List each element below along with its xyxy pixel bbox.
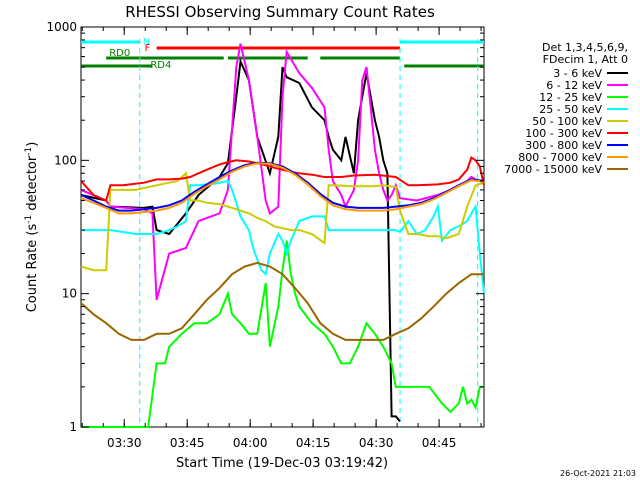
y-axis-title: Count Rate (s-1 detector-1) xyxy=(24,142,40,313)
legend-label-6: 300 - 800 keV xyxy=(525,139,602,152)
legend-label-0: 3 - 6 keV xyxy=(553,67,602,80)
y-tick-label: 1 xyxy=(69,420,77,434)
series-line-4 xyxy=(80,171,485,272)
y-tick-label: 10 xyxy=(62,287,77,301)
x-tick-label: 04:45 xyxy=(422,436,457,450)
legend-label-5: 100 - 300 keV xyxy=(525,127,602,140)
ticks-layer: 1 10 100 1000 03:30 03:45 04:00 04:15 04:30 04:45 xyxy=(46,20,484,450)
x-tick-label: 03:45 xyxy=(170,436,205,450)
series-line-1 xyxy=(80,43,481,301)
series-line-6 xyxy=(80,161,485,212)
plot-area: NF RD0 RD4 1 10 100 1000 03:30 03:45 04:00 04:15 0… xyxy=(46,20,485,450)
flag-label-f: F xyxy=(145,43,151,54)
legend-header-line-2: FDecim 1, Att 0 xyxy=(543,53,628,66)
flag-label-n: N xyxy=(143,37,150,48)
flags-layer: NF RD0 RD4 xyxy=(81,37,484,71)
series-line-7 xyxy=(80,162,485,215)
x-axis-title: Start Time (19-Dec-03 03:19:42) xyxy=(176,456,388,471)
legend-label-3: 25 - 50 keV xyxy=(539,103,602,116)
y-tick-label: 100 xyxy=(54,153,77,167)
legend-label-4: 50 - 100 keV xyxy=(532,115,602,128)
chart-title: RHESSI Observing Summary Count Rates xyxy=(125,3,435,21)
legend-label-1: 6 - 12 keV xyxy=(546,79,602,92)
legend: Det 1,3,4,5,6,9, FDecim 1, Att 0 3 - 6 k… xyxy=(504,41,628,176)
vlines-layer xyxy=(139,39,479,427)
plot-frame xyxy=(80,26,485,428)
series-line-3 xyxy=(81,179,485,294)
x-tick-label: 04:30 xyxy=(359,436,394,450)
series-line-8 xyxy=(80,261,484,341)
legend-label-8: 7000 - 15000 keV xyxy=(504,163,602,176)
legend-header-line-1: Det 1,3,4,5,6,9, xyxy=(542,41,628,54)
legend-label-2: 12 - 25 keV xyxy=(539,91,602,104)
y-tick-label: 1000 xyxy=(46,20,77,34)
x-tick-label: 03:30 xyxy=(107,436,142,450)
series-line-5 xyxy=(80,155,485,202)
x-tick-label: 04:15 xyxy=(296,436,331,450)
flag-label-rd0: RD0 xyxy=(109,48,130,59)
flag-label-rd4: RD4 xyxy=(150,60,171,71)
x-tick-label: 04:00 xyxy=(233,436,268,450)
series-line-0 xyxy=(80,57,401,423)
render-timestamp: 26-Oct-2021 21:03 xyxy=(560,469,636,478)
series-layer xyxy=(80,43,485,428)
legend-label-7: 800 - 7000 keV xyxy=(518,151,602,164)
series-line-2 xyxy=(81,240,484,428)
